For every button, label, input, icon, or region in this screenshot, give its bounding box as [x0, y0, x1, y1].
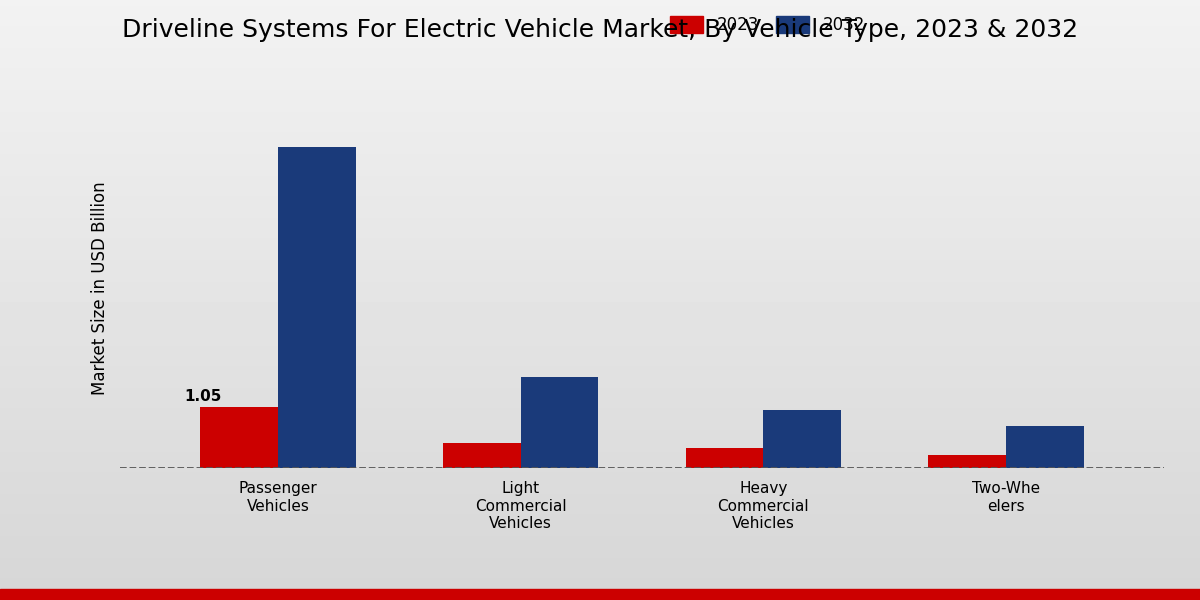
- Bar: [200, 407, 278, 468]
- Bar: [763, 410, 841, 468]
- Bar: [443, 443, 521, 468]
- Y-axis label: Market Size in USD Billion: Market Size in USD Billion: [91, 181, 109, 395]
- Text: Driveline Systems For Electric Vehicle Market, By Vehicle Type, 2023 & 2032: Driveline Systems For Electric Vehicle M…: [122, 18, 1078, 42]
- Bar: [685, 448, 763, 468]
- Bar: [278, 146, 355, 468]
- Bar: [929, 455, 1006, 468]
- Bar: [1006, 426, 1084, 468]
- Text: 1.05: 1.05: [185, 389, 222, 404]
- Bar: [521, 377, 599, 468]
- Bar: [0, 589, 1200, 600]
- Legend: 2023, 2032: 2023, 2032: [670, 16, 865, 34]
